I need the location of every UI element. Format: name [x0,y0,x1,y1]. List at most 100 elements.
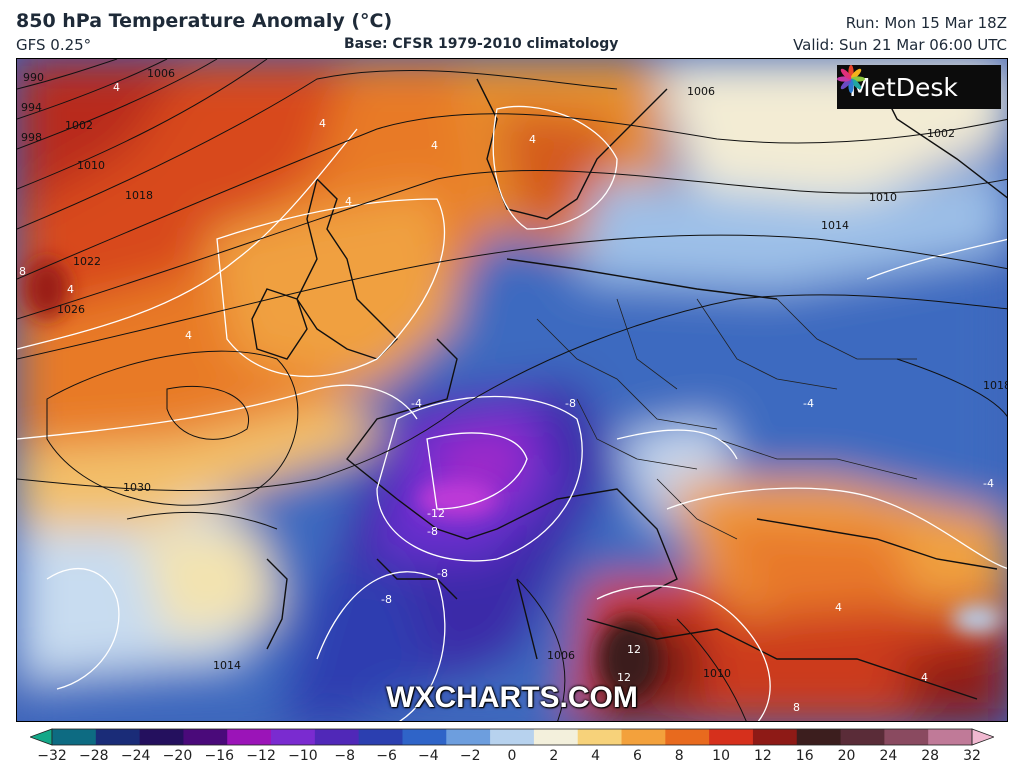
colorbar-tick-label: 2 [549,748,559,764]
isobar-label: 1010 [703,667,731,680]
anomaly-label: -4 [983,477,994,490]
isobar-label: 1022 [73,255,101,268]
isobar-label: 998 [21,131,42,144]
isobar-label: 1018 [983,379,1008,392]
metdesk-logo: MetDesk [837,65,1001,109]
colorbar-tick-label: 8 [674,748,684,764]
isobar-label: 1006 [547,649,575,662]
colorbar-cell [139,729,184,745]
colorbar-tick-label: −2 [459,748,481,764]
colorbar-cell [928,729,973,745]
colorbar-tick-label: −6 [376,748,397,764]
colorbar-cell [446,729,491,745]
anomaly-label: 4 [113,81,120,94]
colorbar-tick-label: 28 [921,748,940,764]
isobar-label: 1002 [927,127,955,140]
anomaly-label: 4 [835,601,842,614]
map-canvas: 990 994 998 1002 1006 1010 1018 1022 102… [17,59,1008,721]
anomaly-label: -8 [437,567,448,580]
colorbar-cell [577,729,623,745]
colorbar [30,728,994,746]
isobar-label: 1006 [147,67,175,80]
isobar-label: 1006 [687,85,715,98]
isobar-label: 1018 [125,189,153,202]
anomaly-label-group: 4 4 4 4 4 8 4 4 -4 -8 -12 -8 -8 -8 -4 -4… [19,81,994,714]
anomaly-label: 4 [67,283,74,296]
logo-text: MetDesk [849,72,958,102]
colorbar-cell [52,729,97,745]
anomaly-label: 8 [793,701,800,714]
valid-time-label: Valid: Sun 21 Mar 06:00 UTC [793,36,1007,54]
colorbar-tick-label: 20 [837,748,856,764]
anomaly-label: -4 [411,397,422,410]
colorbar-cell [796,729,842,745]
colorbar-cell [840,729,885,745]
anomaly-label: -8 [427,525,438,538]
colorbar-min-arrow [30,728,53,746]
colorbar-tick-label: −4 [418,748,439,764]
colorbar-tick-label: −10 [288,748,318,764]
colorbar-cell [314,729,360,745]
anomaly-map[interactable]: 990 994 998 1002 1006 1010 1018 1022 102… [16,58,1008,722]
colorbar-tick-label: 0 [507,748,517,764]
colorbar-tick-label: −28 [79,748,109,764]
colorbar-cell [665,729,710,745]
isobar-label: 1030 [123,481,151,494]
colorbar-cell [358,729,403,745]
colorbar-cell [752,729,798,745]
anomaly-label: -12 [427,507,445,520]
colorbar-tick-label: −24 [120,748,151,764]
colorbar-tick-label: −32 [37,748,67,764]
colorbar-max-arrow [971,728,994,746]
colorbar-tick-label: −16 [204,748,235,764]
colorbar-cell [402,729,447,745]
colorbar-cell [95,729,141,745]
colorbar-tick-label: 32 [963,748,981,764]
isobar-label: 994 [21,101,42,114]
anomaly-label: -8 [565,397,576,410]
colorbar-tick-label: 16 [795,748,814,764]
isobar-label: 1010 [869,191,897,204]
isobar-label-group: 990 994 998 1002 1006 1010 1018 1022 102… [21,67,1008,680]
colorbar-cell [490,729,535,745]
anomaly-label: 8 [19,265,26,278]
anomaly-label: -8 [381,593,392,606]
anomaly-label: 12 [617,671,631,684]
chart-title: 850 hPa Temperature Anomaly (°C) [16,10,393,32]
isobar-label: 1014 [213,659,241,672]
isobar-label: 1010 [77,159,105,172]
anomaly-contours [17,105,1007,721]
colorbar-tick-label: 12 [753,748,772,764]
anomaly-label: 4 [529,133,536,146]
anomaly-label: 4 [921,671,928,684]
colorbar-cell [709,729,754,745]
country-borders [536,298,918,540]
anomaly-label: -4 [803,397,814,410]
isobars [17,59,1007,721]
isobar-label: 1014 [821,219,849,232]
colorbar-tick-label: 6 [632,748,642,764]
colorbar-tick-label: −12 [246,748,276,764]
model-label: GFS 0.25° [16,36,92,54]
colorbar-tick-label: −8 [334,748,356,764]
watermark: WXCHARTS.COM [386,681,638,714]
anomaly-field [17,59,1007,721]
colorbar-cell [621,729,666,745]
colorbar-border [51,728,973,746]
climatology-base-label: Base: CFSR 1979-2010 climatology [344,36,619,52]
anomaly-label: 4 [431,139,438,152]
isobar-label: 1002 [65,119,93,132]
isobar-label: 990 [23,71,44,84]
colorbar-cell [227,729,272,745]
colorbar-tick-label: 24 [879,748,898,764]
colorbar-tick-label: −20 [162,748,193,764]
run-time-label: Run: Mon 15 Mar 18Z [845,14,1007,32]
colorbar-tick-label: 4 [591,748,601,764]
anomaly-detail [25,259,1002,699]
anomaly-label: 12 [627,643,641,656]
isobar-label: 1026 [57,303,85,316]
colorbar-cell [533,729,579,745]
colorbar-cell [183,729,228,745]
colorbar-tick-label: 10 [712,748,730,764]
colorbar-ticks: −32 −28 −24 −20 −16 −12 −10 −8 −6 −4 −2 0 2 4 6 8 10 12 16… [0,748,1024,772]
